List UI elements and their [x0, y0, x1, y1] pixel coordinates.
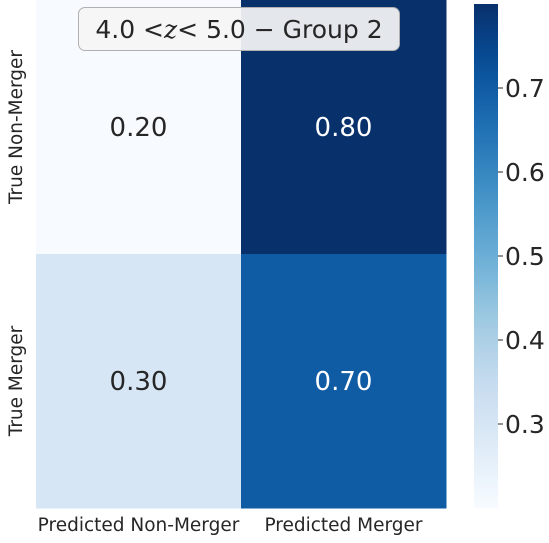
cell-value-label: 0.70 — [315, 367, 373, 397]
y-tick-labels: True Non-Merger True Merger — [6, 50, 27, 438]
title-variable: z — [164, 14, 178, 44]
y-tick-label: True Non-Merger — [6, 50, 27, 205]
heatmap-value-labels: 0.20 0.80 0.30 0.70 — [110, 113, 373, 397]
cell-value-label: 0.80 — [315, 113, 373, 143]
colorbar-tick-label: 0.3 — [505, 410, 545, 439]
colorbar — [474, 4, 498, 508]
colorbar-tick-label: 0.5 — [505, 242, 545, 271]
colorbar-tick-label: 0.6 — [505, 158, 545, 187]
x-tick-label: Predicted Non-Merger — [38, 515, 240, 536]
colorbar-ticks: 0.3 0.4 0.5 0.6 0.7 — [498, 74, 545, 439]
colorbar-tick-label: 0.7 — [505, 74, 545, 103]
heatmap-cells — [36, 0, 447, 509]
x-tick-label: Predicted Merger — [264, 515, 422, 536]
heatmap-cell — [241, 254, 447, 509]
title-suffix: < 5.0 − Group 2 — [177, 14, 383, 44]
cell-value-label: 0.20 — [110, 113, 168, 143]
cell-value-label: 0.30 — [110, 367, 168, 397]
chart-title: 4.0 < z < 5.0 − Group 2 — [78, 7, 400, 51]
heatmap-cell — [36, 254, 242, 509]
colorbar-tick-label: 0.4 — [505, 326, 545, 355]
x-tick-labels: Predicted Non-Merger Predicted Merger — [38, 515, 423, 536]
colorbar-gradient — [474, 4, 498, 508]
title-prefix: 4.0 < — [95, 14, 164, 44]
y-tick-label: True Merger — [6, 325, 27, 437]
